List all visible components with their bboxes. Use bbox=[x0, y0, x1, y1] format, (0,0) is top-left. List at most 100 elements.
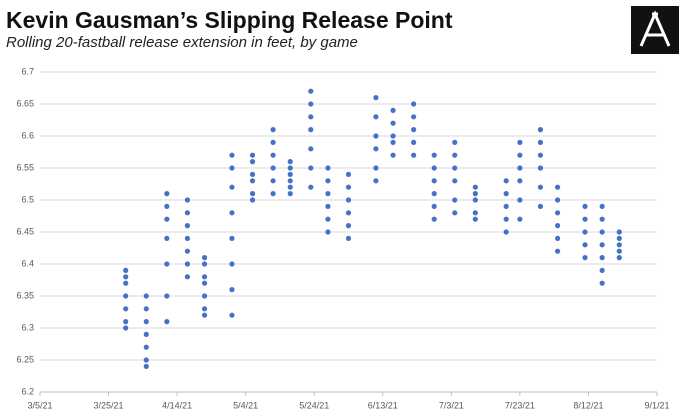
point bbox=[184, 197, 190, 203]
point bbox=[554, 197, 561, 203]
y-tick-label: 6.5 bbox=[21, 194, 34, 204]
point bbox=[201, 293, 208, 299]
point bbox=[582, 229, 588, 235]
x-tick-label: 7/23/21 bbox=[505, 400, 535, 410]
point bbox=[452, 139, 458, 145]
point bbox=[599, 242, 605, 248]
point bbox=[249, 159, 256, 165]
point bbox=[229, 287, 235, 293]
point bbox=[249, 178, 256, 184]
point bbox=[411, 152, 417, 158]
point bbox=[229, 235, 235, 241]
point bbox=[249, 191, 256, 197]
y-tick-label: 6.3 bbox=[21, 322, 34, 332]
point bbox=[184, 235, 190, 241]
point bbox=[537, 203, 544, 209]
point bbox=[517, 139, 523, 145]
point bbox=[390, 133, 396, 139]
point bbox=[599, 203, 605, 209]
point bbox=[229, 261, 235, 267]
point bbox=[201, 280, 208, 286]
x-tick-label: 5/24/21 bbox=[299, 400, 329, 410]
point bbox=[517, 165, 523, 171]
point bbox=[345, 235, 352, 241]
point bbox=[452, 152, 458, 158]
point bbox=[287, 184, 293, 190]
point bbox=[373, 95, 379, 101]
point bbox=[229, 152, 235, 158]
point bbox=[390, 120, 396, 126]
point bbox=[452, 178, 458, 184]
point bbox=[164, 235, 170, 241]
point bbox=[452, 165, 458, 171]
x-tick-label: 3/5/21 bbox=[27, 400, 52, 410]
point bbox=[325, 216, 331, 222]
point bbox=[308, 127, 314, 133]
point bbox=[452, 210, 458, 216]
point bbox=[554, 210, 561, 216]
point bbox=[411, 114, 417, 120]
point bbox=[599, 229, 605, 235]
point bbox=[517, 178, 523, 184]
y-tick-label: 6.6 bbox=[21, 130, 34, 140]
point bbox=[503, 229, 509, 235]
point bbox=[616, 248, 622, 254]
point bbox=[201, 306, 208, 312]
point bbox=[472, 191, 478, 197]
point bbox=[201, 261, 208, 267]
y-tick-label: 6.65 bbox=[16, 98, 34, 108]
point bbox=[287, 159, 293, 165]
point bbox=[554, 184, 561, 190]
point bbox=[599, 255, 605, 261]
x-tick-label: 6/13/21 bbox=[368, 400, 398, 410]
point bbox=[229, 312, 235, 318]
point bbox=[270, 127, 276, 133]
point bbox=[373, 146, 379, 152]
point bbox=[452, 197, 458, 203]
point bbox=[308, 184, 314, 190]
point bbox=[143, 344, 149, 350]
point bbox=[373, 133, 379, 139]
point bbox=[184, 248, 190, 254]
point bbox=[582, 255, 588, 261]
point bbox=[431, 165, 437, 171]
logo bbox=[631, 6, 679, 54]
x-tick-label: 7/3/21 bbox=[439, 400, 464, 410]
point bbox=[201, 312, 208, 318]
point bbox=[582, 216, 588, 222]
point bbox=[517, 197, 523, 203]
x-tick-label: 8/12/21 bbox=[573, 400, 603, 410]
point bbox=[373, 178, 379, 184]
point bbox=[616, 242, 622, 248]
point bbox=[345, 197, 352, 203]
point bbox=[431, 216, 437, 222]
x-tick-label: 5/4/21 bbox=[233, 400, 258, 410]
point bbox=[164, 203, 170, 209]
point bbox=[287, 191, 293, 197]
point bbox=[599, 216, 605, 222]
point bbox=[325, 229, 331, 235]
point bbox=[325, 203, 331, 209]
point bbox=[308, 114, 314, 120]
point bbox=[308, 88, 314, 94]
point bbox=[229, 165, 235, 171]
point bbox=[143, 319, 149, 325]
point bbox=[270, 191, 276, 197]
point bbox=[472, 197, 478, 203]
point bbox=[164, 216, 170, 222]
point bbox=[345, 171, 352, 177]
point bbox=[164, 319, 170, 325]
point bbox=[345, 184, 352, 190]
point bbox=[503, 203, 509, 209]
point bbox=[123, 306, 129, 312]
x-tick-label: 4/14/21 bbox=[162, 400, 192, 410]
point bbox=[287, 178, 293, 184]
point bbox=[287, 165, 293, 171]
point bbox=[143, 293, 149, 299]
point bbox=[537, 184, 544, 190]
y-tick-label: 6.25 bbox=[16, 354, 34, 364]
point bbox=[582, 242, 588, 248]
point bbox=[411, 127, 417, 133]
point bbox=[431, 203, 437, 209]
